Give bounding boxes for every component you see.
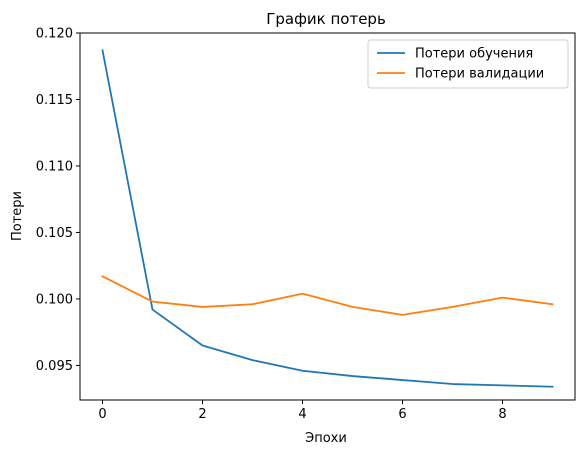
- plot-area: [80, 33, 575, 400]
- legend-label-1: Потери обучения: [415, 47, 533, 62]
- x-tick-label: 6: [398, 407, 406, 422]
- y-tick-label: 0.105: [36, 226, 73, 241]
- series-layer: [101, 49, 554, 388]
- legend-box: [367, 39, 569, 89]
- axes-layer: [79, 32, 576, 401]
- series-line-1: [101, 49, 554, 388]
- x-tick-label: 0: [98, 407, 106, 422]
- series-line-2: [101, 275, 554, 316]
- ticks-layer: 0 2 4 6 8 0.095 0.100 0.105 0.110 0.115 0.120: [36, 27, 507, 423]
- x-axis-label: Эпохи: [305, 431, 347, 446]
- y-axis-label: Потери: [10, 191, 25, 241]
- y-tick-label: 0.100: [36, 292, 73, 307]
- x-tick-label: 8: [498, 407, 506, 422]
- y-tick-label: 0.110: [36, 159, 73, 174]
- axes-background: [80, 33, 575, 400]
- x-tick-label: 2: [198, 407, 206, 422]
- y-tick-label: 0.115: [36, 93, 73, 108]
- axes-frame: [79, 32, 576, 401]
- chart-title: График потерь: [266, 10, 386, 28]
- y-tick-label: 0.095: [36, 359, 73, 374]
- legend: Потери обучения Потери валидации: [367, 39, 569, 89]
- legend-label-2: Потери валидации: [415, 67, 544, 82]
- x-tick-label: 4: [298, 407, 306, 422]
- y-tick-label: 0.120: [36, 27, 73, 42]
